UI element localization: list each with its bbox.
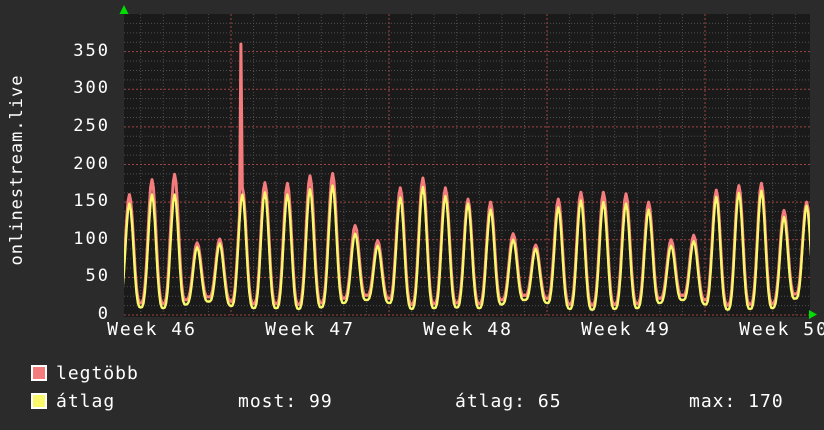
legend-swatch-legtobb [31,365,47,381]
stat-most: most: 99 [238,391,333,412]
x-week-label: Week 46 [107,319,197,340]
y-tick-label: 300 [73,78,110,99]
y-tick-label: 250 [73,115,110,136]
stat-atlag: átlag: 65 [455,391,562,412]
x-week-label: Week 49 [581,319,671,340]
y-tick-label: 50 [85,266,110,287]
x-week-label: Week 47 [265,319,355,340]
x-week-label: Week 50 [739,319,824,340]
series-line-atlag [124,184,810,311]
x-axis-arrow-icon [809,310,817,319]
y-tick-label: 100 [73,228,110,249]
legend-swatch-atlag [31,393,47,409]
stat-max: max: 170 [689,391,784,412]
legend-label-atlag: átlag [56,391,116,412]
y-axis-arrow-icon [119,5,129,14]
y-tick-label: 0 [97,304,110,324]
x-week-label: Week 48 [423,319,513,340]
legend-label-legtobb: legtöbb [56,363,139,384]
y-tick-label: 200 [73,153,110,174]
plot-area [124,14,810,317]
y-tick-label: 150 [73,191,110,212]
y-tick-label: 350 [73,40,110,61]
